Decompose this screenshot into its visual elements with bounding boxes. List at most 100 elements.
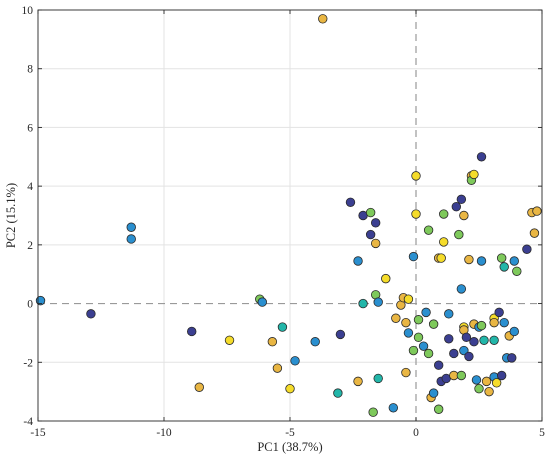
x-axis-label: PC1 (38.7%) xyxy=(257,440,322,454)
scatter-point xyxy=(345,197,356,207)
scatter-point xyxy=(449,348,459,359)
y-tick-label: 0 xyxy=(27,299,33,311)
scatter-point xyxy=(333,388,343,398)
y-tick-label: 6 xyxy=(27,122,33,134)
scatter-point xyxy=(461,332,472,343)
scatter-point xyxy=(507,353,517,363)
axis-ticks: -15 -10 -5 0 5 -4 -2 0 2 4 6 8 10 xyxy=(22,5,546,439)
scatter-point xyxy=(476,256,487,266)
data-points xyxy=(35,14,542,417)
scatter-point xyxy=(494,307,504,318)
scatter-point xyxy=(373,373,383,384)
scatter-point xyxy=(469,337,479,347)
scatter-point xyxy=(224,335,235,345)
scatter-point xyxy=(413,332,424,343)
scatter-point xyxy=(391,313,401,323)
scatter-point xyxy=(456,370,467,381)
scatter-point xyxy=(451,201,462,212)
scatter-point xyxy=(126,234,136,244)
y-tick-label: 8 xyxy=(27,64,33,76)
scatter-point xyxy=(423,348,434,359)
scatter-point xyxy=(401,317,411,328)
scatter-point xyxy=(368,407,378,417)
scatter-point xyxy=(290,356,300,366)
scatter-point xyxy=(479,335,489,345)
scatter-point xyxy=(272,363,283,373)
scatter-point xyxy=(433,360,444,370)
scatter-point xyxy=(489,335,499,345)
scatter-point xyxy=(358,298,368,309)
scatter-point xyxy=(532,206,542,216)
y-tick-label: 4 xyxy=(27,181,33,193)
scatter-point xyxy=(285,384,295,394)
scatter-point xyxy=(335,329,346,340)
scatter-point xyxy=(476,152,487,162)
x-tick-label: -15 xyxy=(30,427,46,439)
scatter-point xyxy=(365,229,376,240)
scatter-point xyxy=(439,237,449,247)
scatter-point xyxy=(353,256,363,266)
y-tick-label: -4 xyxy=(23,416,33,428)
scatter-point xyxy=(444,309,454,319)
scatter-point xyxy=(411,209,421,219)
grid-lines xyxy=(38,10,542,421)
scatter-point xyxy=(370,218,381,228)
scatter-point xyxy=(126,222,136,232)
scatter-point xyxy=(310,337,320,347)
scatter-point xyxy=(370,238,381,249)
scatter-point xyxy=(476,320,487,331)
y-axis-label: PC2 (15.1%) xyxy=(4,183,18,248)
x-tick-label: -5 xyxy=(285,427,295,439)
scatter-point xyxy=(484,386,494,397)
scatter-point xyxy=(471,375,482,385)
scatter-point xyxy=(403,328,414,338)
scatter-point xyxy=(187,326,197,337)
scatter-point xyxy=(428,319,439,329)
scatter-point xyxy=(381,273,391,284)
x-tick-label: -10 xyxy=(156,427,172,439)
scatter-point xyxy=(474,384,484,394)
scatter-point xyxy=(257,297,267,307)
scatter-point xyxy=(418,341,429,351)
scatter-point xyxy=(481,376,492,387)
scatter-point xyxy=(459,210,469,221)
scatter-point xyxy=(411,171,421,181)
scatter-point xyxy=(86,309,96,319)
scatter-point xyxy=(456,194,467,205)
scatter-point xyxy=(499,317,509,328)
scatter-point xyxy=(499,262,509,272)
scatter-point xyxy=(522,244,532,254)
scatter-point xyxy=(496,253,507,263)
scatter-point xyxy=(464,254,474,265)
scatter-point xyxy=(439,209,449,219)
scatter-point xyxy=(423,225,434,235)
scatter-point xyxy=(436,253,446,263)
y-tick-label: 10 xyxy=(22,5,34,17)
scatter-point xyxy=(428,388,439,398)
scatter-point xyxy=(373,297,383,307)
scatter-point xyxy=(509,326,519,337)
y-tick-label: 2 xyxy=(27,240,33,252)
scatter-point xyxy=(408,251,419,262)
scatter-point xyxy=(456,284,467,294)
scatter-point xyxy=(194,382,204,392)
scatter-point xyxy=(353,376,363,387)
scatter-point xyxy=(444,334,454,344)
scatter-point xyxy=(413,315,424,325)
y-tick-label: -2 xyxy=(23,357,33,369)
scatter-point xyxy=(365,207,376,218)
scatter-point xyxy=(459,345,469,356)
scatter-point xyxy=(509,256,519,266)
scatter-point xyxy=(408,345,419,356)
scatter-point xyxy=(496,370,507,381)
scatter-point xyxy=(277,322,288,332)
scatter-point xyxy=(464,351,474,362)
scatter-point xyxy=(512,266,522,276)
scatter-point xyxy=(454,229,464,240)
scatter-point xyxy=(267,337,278,347)
scatter-point xyxy=(388,403,399,413)
scatter-point xyxy=(529,228,540,238)
scatter-point xyxy=(491,378,502,388)
scatter-point xyxy=(318,14,328,24)
